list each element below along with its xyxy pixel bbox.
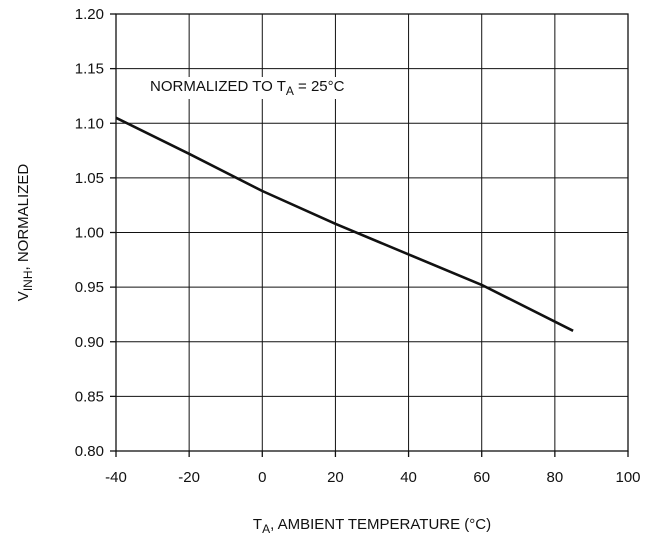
x-axis-label-main: T [253,516,262,533]
y-tick-label: 1.15 [75,61,104,78]
x-axis-label: TA, AMBIENT TEMPERATURE (°C) [253,516,491,536]
x-tick-label: -20 [178,469,200,486]
annotation-rest: = 25°C [294,78,345,95]
y-axis-label: VINH, NORMALIZED [15,164,35,302]
annotation-subscript: A [286,84,294,98]
x-tick-label: 80 [547,469,564,486]
x-tick-label: 0 [258,469,266,486]
annotation-main: NORMALIZED TO T [150,78,286,95]
annotation-text: NORMALIZED TO TA = 25°C [150,78,345,98]
y-tick-label: 0.85 [75,388,104,405]
y-tick-label: 1.20 [75,6,104,23]
axis-ticks [110,13,629,457]
x-axis-label-subscript: A [262,522,270,536]
y-axis-label-rest: , NORMALIZED [15,164,32,271]
y-tick-label: 1.00 [75,225,104,242]
y-axis-label-main: V [15,291,32,301]
x-axis-tick-labels: -40 -20 0 20 40 60 80 100 [105,469,640,486]
x-tick-label: 40 [400,469,417,486]
x-tick-label: 60 [473,469,490,486]
y-tick-label: 0.95 [75,279,104,296]
y-tick-label: 0.80 [75,443,104,460]
y-tick-label: 1.05 [75,170,104,187]
y-axis-label-subscript: INH [21,271,35,292]
x-tick-label: -40 [105,469,127,486]
annotation-background [147,77,348,99]
y-tick-label: 1.10 [75,115,104,132]
x-tick-label: 100 [615,469,640,486]
x-axis-label-rest: , AMBIENT TEMPERATURE (°C) [270,516,491,533]
y-axis-tick-labels: 0.80 0.85 0.90 0.95 1.00 1.05 1.10 1.15 1.20 [75,6,104,460]
x-tick-label: 20 [327,469,344,486]
series-line-0 [115,116,574,332]
y-tick-label: 0.90 [75,334,104,351]
series-layer [115,116,574,332]
